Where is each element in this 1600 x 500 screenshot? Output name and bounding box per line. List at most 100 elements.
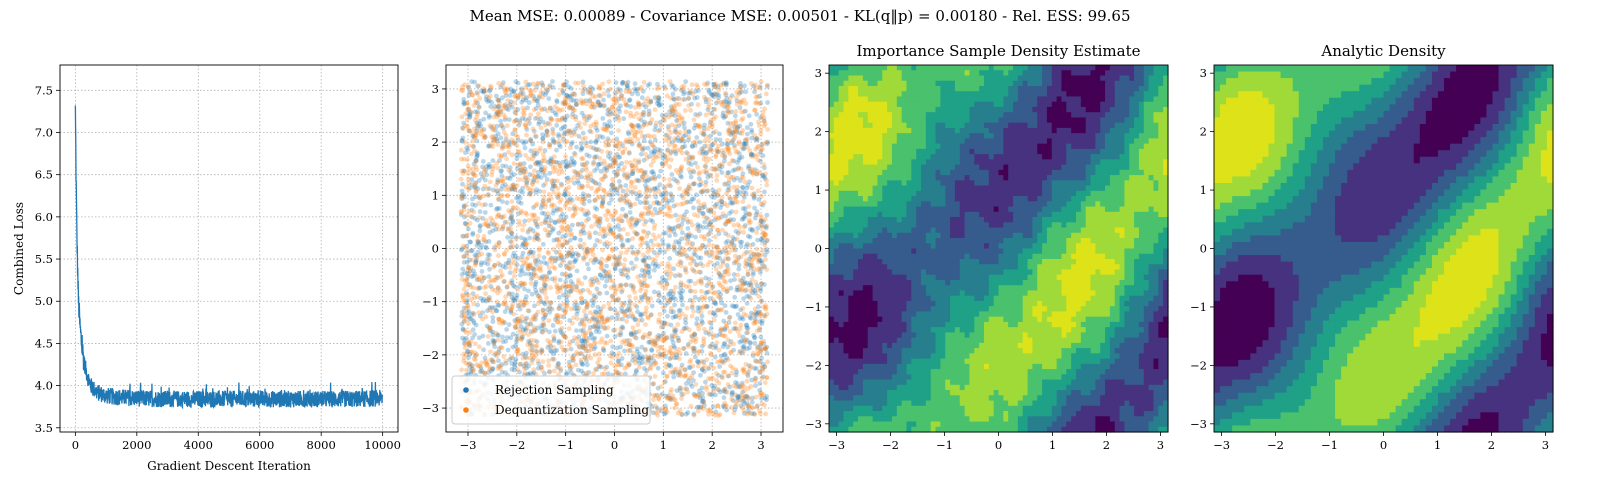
scatter-point	[659, 261, 665, 267]
scatter-point	[614, 310, 620, 316]
scatter-point	[605, 149, 610, 155]
scatter-point	[688, 403, 694, 409]
scatter-point	[712, 107, 718, 112]
scatter-point	[496, 100, 502, 106]
scatter-point	[519, 314, 525, 320]
scatter-point	[496, 81, 502, 86]
scatter-point	[554, 122, 560, 128]
scatter-point	[665, 313, 670, 319]
scatter-point	[757, 85, 763, 91]
scatter-point	[528, 138, 533, 144]
scatter-point	[524, 256, 529, 262]
scatter-point	[716, 347, 722, 353]
scatter-point	[570, 214, 576, 219]
scatter-point	[650, 219, 655, 224]
scatter-point	[555, 186, 561, 191]
scatter-point	[744, 322, 749, 328]
scatter-point	[758, 411, 763, 416]
scatter-point	[676, 338, 681, 343]
scatter-point	[702, 138, 708, 144]
scatter-point	[606, 79, 612, 85]
scatter-point	[566, 163, 571, 169]
scatter-point	[676, 312, 681, 318]
scatter-point	[695, 199, 701, 205]
scatter-point	[538, 287, 544, 292]
scatter-point	[532, 148, 538, 153]
scatter-point	[481, 234, 487, 239]
scatter-point	[762, 189, 767, 195]
scatter-point	[604, 240, 610, 245]
scatter-point	[467, 128, 472, 134]
scatter-point	[683, 351, 689, 356]
scatter-point	[643, 288, 649, 294]
scatter-point	[463, 202, 469, 208]
scatter-point	[746, 113, 752, 119]
scatter-point	[729, 396, 734, 402]
scatter-point	[459, 367, 464, 373]
scatter-point	[764, 182, 770, 188]
scatter-point	[684, 241, 690, 247]
scatter-point	[517, 222, 522, 228]
scatter-point	[669, 172, 675, 177]
scatter-point	[711, 389, 716, 394]
scatter-point	[706, 104, 711, 110]
scatter-point	[704, 304, 709, 309]
scatter-point	[649, 303, 655, 309]
scatter-point	[493, 183, 499, 188]
scatter-point	[631, 329, 637, 335]
scatter-point	[741, 296, 746, 301]
scatter-point	[512, 127, 518, 133]
scatter-point	[608, 86, 613, 92]
scatter-point	[569, 285, 575, 291]
scatter-point	[636, 125, 642, 130]
scatter-point	[763, 91, 769, 97]
scatter-point	[559, 255, 564, 261]
scatter-point	[549, 203, 554, 209]
scatter-point	[689, 244, 695, 250]
scatter-point	[584, 249, 590, 255]
scatter-point	[723, 279, 728, 285]
scatter-point	[752, 133, 757, 139]
scatter-point	[518, 200, 524, 206]
scatter-point	[693, 248, 698, 253]
scatter-point	[585, 178, 591, 184]
scatter-point	[632, 264, 638, 269]
scatter-point	[623, 282, 629, 288]
scatter-point	[616, 217, 621, 223]
scatter-point	[633, 360, 638, 366]
scatter-point	[649, 247, 654, 253]
scatter-point	[759, 355, 764, 361]
scatter-point	[695, 359, 700, 365]
scatter-point	[623, 89, 629, 94]
scatter-point	[554, 314, 560, 320]
scatter-point	[519, 264, 525, 269]
scatter-point	[656, 290, 661, 296]
scatter-point	[461, 309, 467, 315]
scatter-point	[745, 233, 751, 239]
scatter-point	[521, 141, 527, 146]
scatter-point	[490, 158, 496, 164]
scatter-point	[729, 209, 735, 215]
scatter-point	[470, 230, 476, 236]
scatter-point	[657, 182, 663, 188]
scatter-point	[708, 173, 714, 179]
scatter-point	[574, 101, 579, 107]
scatter-point	[466, 181, 472, 186]
scatter-point	[754, 246, 760, 252]
scatter-point	[547, 306, 553, 311]
scatter-point	[512, 297, 518, 303]
scatter-point	[588, 257, 594, 263]
scatter-point	[656, 280, 662, 286]
scatter-point	[689, 303, 695, 308]
scatter-point	[724, 407, 730, 413]
scatter-point	[722, 153, 728, 159]
scatter-point	[587, 153, 592, 159]
scatter-point	[464, 100, 470, 106]
scatter-point	[651, 242, 656, 248]
scatter-point	[738, 98, 744, 104]
scatter-point	[664, 93, 670, 99]
scatter-point	[626, 348, 631, 353]
scatter-point	[467, 239, 473, 245]
0-ytick-label: 5.5	[35, 252, 53, 266]
scatter-point	[535, 115, 540, 121]
